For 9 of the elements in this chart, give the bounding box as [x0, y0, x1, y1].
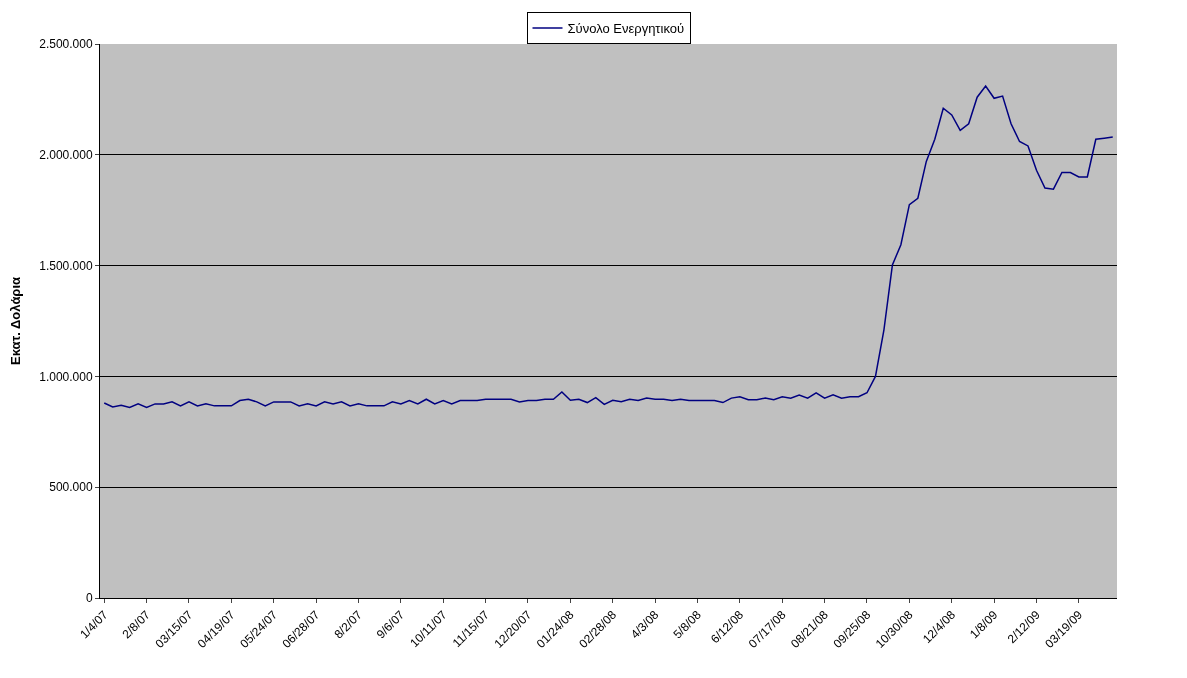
y-axis-title: Εκατ. Δολάρια	[8, 276, 24, 366]
y-tick-label: 2.500.000	[39, 37, 93, 52]
y-tick-label: 0	[85, 591, 93, 606]
line-series	[103, 85, 1114, 409]
y-tick-label: 2.000.000	[39, 148, 93, 162]
y-tick-label: 1.500.000	[39, 258, 93, 273]
y-tick-label: 1.000.000	[39, 369, 93, 384]
legend-label: Σύνολο Ενεργητικού	[567, 21, 685, 37]
y-tick-label: 500.000	[49, 480, 93, 495]
